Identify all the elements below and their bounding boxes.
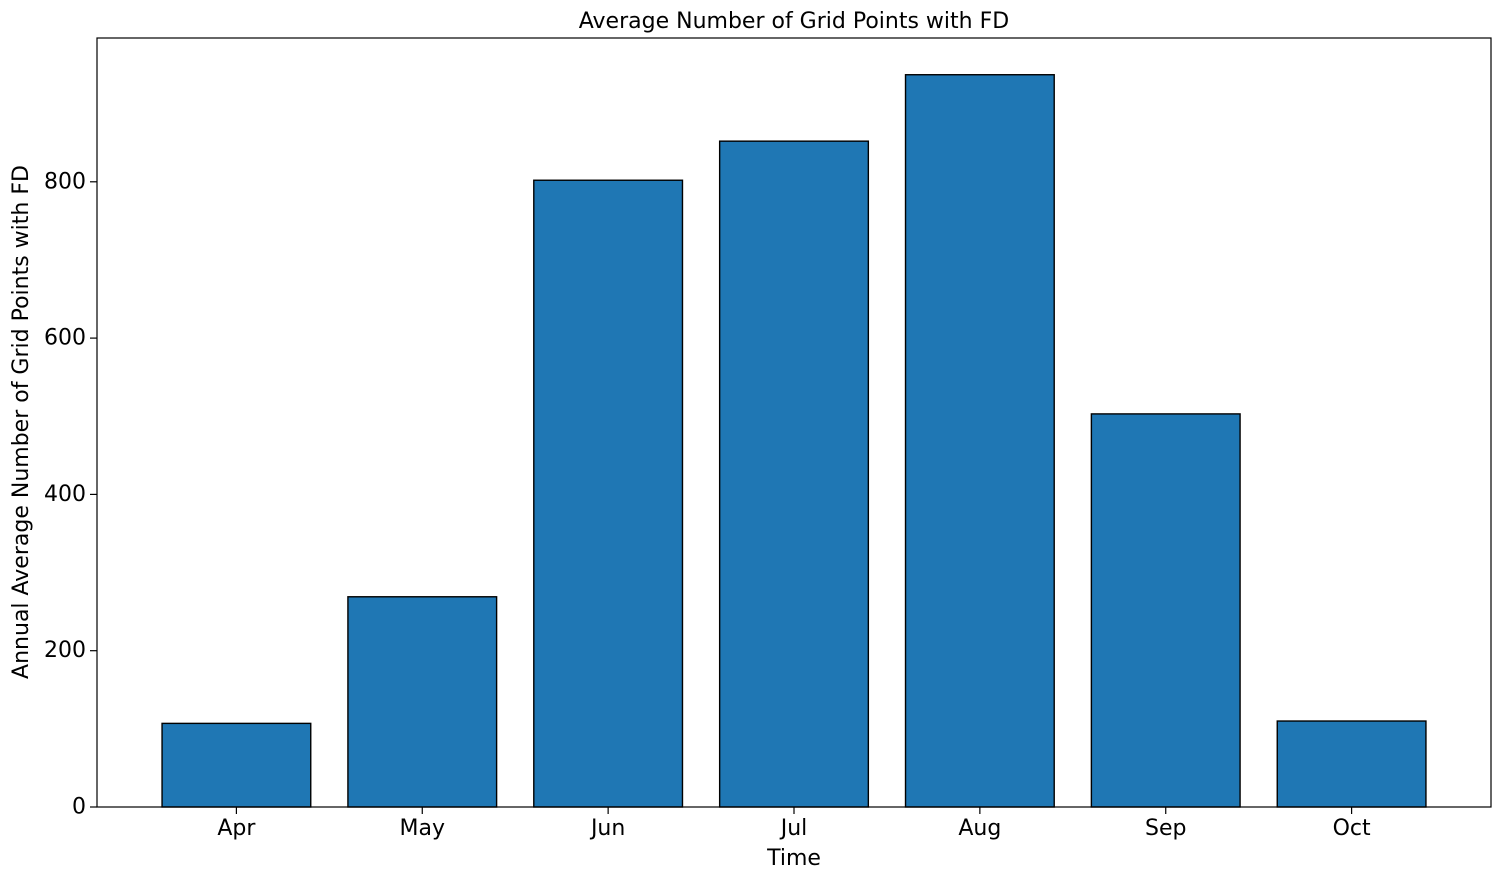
x-tick-label: Apr — [217, 816, 256, 841]
bar-aug — [904, 74, 1055, 808]
y-tick-label: 200 — [44, 638, 86, 663]
chart-title: Average Number of Grid Points with FD — [579, 9, 1009, 34]
plot-area-frame — [96, 37, 1492, 808]
x-tick-label: May — [400, 816, 445, 841]
bar-sep — [1090, 413, 1241, 808]
x-tick-label: Sep — [1145, 816, 1186, 841]
x-tick-label: Aug — [958, 816, 1001, 841]
y-tick-label: 800 — [44, 169, 86, 194]
y-tick-label: 600 — [44, 326, 86, 351]
bar-oct — [1276, 720, 1427, 808]
bars-group — [161, 74, 1427, 808]
y-tick-label: 0 — [72, 795, 86, 820]
x-tick-label: Jul — [779, 816, 808, 841]
x-tick-label: Jun — [589, 816, 625, 841]
bar-jul — [718, 140, 870, 808]
x-axis-label: Time — [766, 846, 821, 871]
bar-apr — [161, 722, 312, 808]
x-axis-ticks: Apr May Jun Jul Aug Sep Oct — [217, 807, 1371, 841]
y-tick-label: 400 — [44, 482, 86, 507]
bar-jun — [533, 179, 684, 808]
y-axis-ticks: 0 200 400 600 800 — [44, 169, 97, 820]
y-axis-label: Annual Average Number of Grid Points wit… — [9, 165, 34, 679]
x-tick-label: Oct — [1333, 816, 1371, 841]
bar-may — [347, 596, 498, 808]
